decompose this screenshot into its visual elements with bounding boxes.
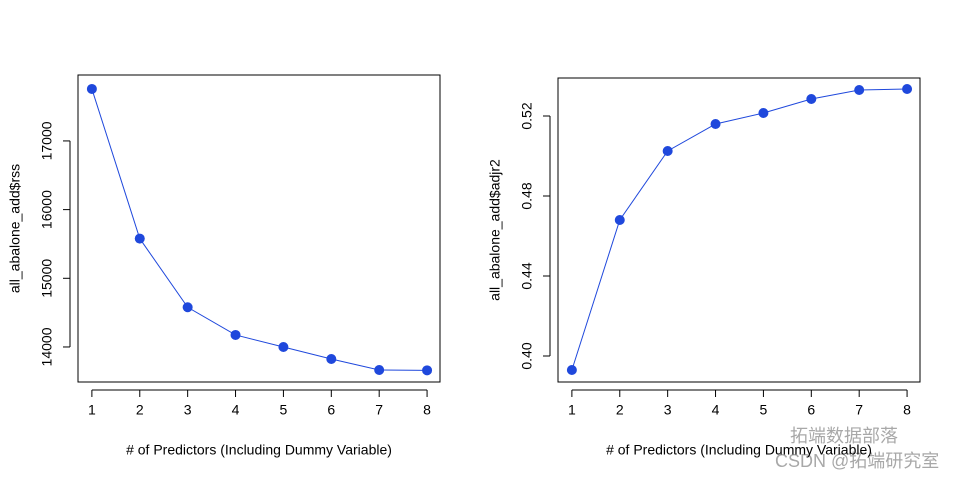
- y-tick-label: 17000: [39, 121, 55, 160]
- data-point: [182, 302, 193, 313]
- x-axis-label: # of Predictors (Including Dummy Variabl…: [126, 442, 392, 458]
- x-tick-label: 1: [568, 402, 576, 418]
- x-tick-label: 7: [375, 402, 383, 418]
- x-tick-label: 8: [903, 402, 911, 418]
- data-point: [758, 108, 769, 118]
- y-tick-label: 0.48: [519, 182, 535, 209]
- x-tick-label: 2: [616, 402, 624, 418]
- data-point: [278, 341, 289, 352]
- data-point: [134, 233, 145, 244]
- data-point: [710, 119, 721, 129]
- x-axis-label: # of Predictors (Including Dummy Variabl…: [606, 442, 872, 458]
- x-tick-label: 5: [280, 402, 288, 418]
- x-tick-label: 3: [664, 402, 672, 418]
- x-tick-label: 2: [136, 402, 144, 418]
- data-point: [86, 83, 97, 94]
- series-line: [91, 88, 428, 371]
- x-tick-label: 8: [423, 402, 431, 418]
- x-tick-label: 5: [760, 402, 768, 418]
- data-point: [374, 364, 385, 375]
- watermark: CSDN @拓端研究室: [775, 451, 939, 471]
- data-point: [806, 94, 817, 104]
- y-tick-label: 0.44: [519, 262, 535, 289]
- x-tick-label: 7: [855, 402, 863, 418]
- data-point: [854, 85, 865, 95]
- x-tick-label: 1: [88, 402, 96, 418]
- data-point: [422, 365, 433, 376]
- data-point: [326, 353, 337, 364]
- x-tick-label: 3: [184, 402, 192, 418]
- y-axis-label: all_abalone_add$adjr2: [487, 159, 503, 301]
- data-point: [902, 84, 913, 94]
- y-tick-label: 15000: [39, 259, 55, 298]
- plot-frame: [77, 74, 441, 383]
- y-axis-label: all_abalone_add$rss: [7, 164, 23, 293]
- y-tick-label: 0.40: [519, 342, 535, 369]
- y-tick-label: 0.52: [519, 102, 535, 129]
- x-tick-label: 6: [327, 402, 335, 418]
- data-point: [230, 329, 241, 340]
- watermark: 拓端数据部落: [790, 426, 898, 446]
- data-point: [662, 146, 673, 156]
- x-tick-label: 4: [712, 402, 720, 418]
- plot-frame: [557, 77, 921, 383]
- y-tick-label: 16000: [39, 190, 55, 229]
- series-line: [571, 88, 908, 371]
- x-tick-label: 4: [232, 402, 240, 418]
- y-tick-label: 14000: [39, 327, 55, 366]
- data-point: [614, 215, 625, 225]
- data-point: [566, 365, 577, 375]
- x-tick-label: 6: [807, 402, 815, 418]
